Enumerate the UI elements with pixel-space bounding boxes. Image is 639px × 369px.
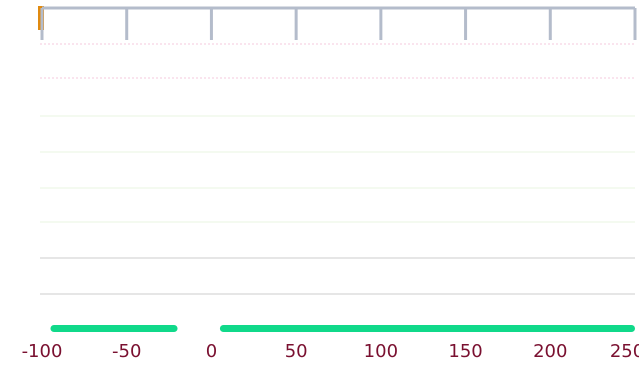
x-tick-label: 150 [448,341,482,362]
x-tick-label: 50 [285,341,308,362]
x-tick-label: -50 [112,341,141,362]
x-tick-label: 100 [364,341,398,362]
x-tick-label: 200 [533,341,567,362]
range-bar [219,325,635,332]
x-tick-label: -100 [22,341,63,362]
x-tick-label: 0 [206,341,217,362]
row-lines [40,43,635,295]
x-tick-label: 250 [610,341,639,362]
range-bar [50,325,178,332]
